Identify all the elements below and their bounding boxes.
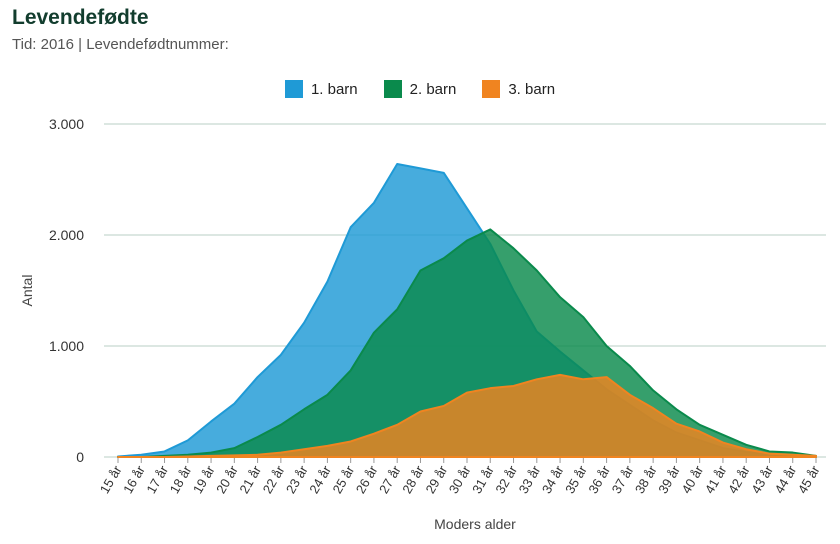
legend-label-series-1: 1. barn bbox=[310, 80, 358, 98]
x-tick-label: 41 år bbox=[702, 462, 730, 496]
legend-swatch-series-2 bbox=[383, 80, 402, 98]
legend-item-series-3[interactable]: 3. barn bbox=[482, 80, 555, 98]
x-tick-label: 17 år bbox=[143, 462, 171, 496]
legend-label-series-3: 3. barn bbox=[508, 80, 556, 98]
x-tick-label: 27 år bbox=[376, 462, 404, 496]
x-tick-label: 29 år bbox=[423, 462, 451, 496]
x-tick-label: 20 år bbox=[213, 462, 241, 496]
x-tick-label: 32 år bbox=[492, 462, 520, 496]
chart-title: Levendefødte bbox=[12, 6, 149, 29]
legend: 1. barn 2. barn 3. barn bbox=[0, 80, 840, 98]
x-tick-label: 33 år bbox=[516, 462, 544, 496]
x-tick-label: 15 år bbox=[97, 462, 125, 496]
x-tick-label: 21 år bbox=[236, 462, 264, 496]
x-tick-label: 31 år bbox=[469, 462, 497, 496]
x-tick-label: 39 år bbox=[655, 462, 683, 496]
x-tick-label: 23 år bbox=[283, 462, 311, 496]
x-tick-label: 25 år bbox=[329, 462, 357, 496]
x-tick-label: 44 år bbox=[772, 462, 800, 496]
y-tick-label: 2.000 bbox=[49, 227, 84, 243]
chart-subtitle: Tid: 2016 | Levendefødtnummer: bbox=[12, 36, 229, 53]
x-tick-label: 24 år bbox=[306, 462, 334, 496]
legend-swatch-series-3 bbox=[482, 80, 501, 98]
x-tick-label: 37 år bbox=[609, 462, 637, 496]
x-tick-label: 30 år bbox=[446, 462, 474, 496]
x-tick-label: 22 år bbox=[260, 462, 288, 496]
x-tick-label: 18 år bbox=[167, 462, 195, 496]
y-axis-title: Antal bbox=[19, 275, 35, 307]
x-tick-label: 36 år bbox=[585, 462, 613, 496]
legend-swatch-series-1 bbox=[284, 80, 303, 98]
legend-item-series-2[interactable]: 2. barn bbox=[383, 80, 457, 98]
y-tick-label: 0 bbox=[76, 449, 84, 465]
x-tick-label: 16 år bbox=[120, 462, 148, 496]
x-tick-label: 38 år bbox=[632, 462, 660, 496]
x-axis-title: Moders alder bbox=[434, 516, 516, 532]
x-tick-label: 40 år bbox=[678, 462, 706, 496]
y-tick-label: 3.000 bbox=[49, 116, 84, 132]
x-tick-label: 35 år bbox=[562, 462, 590, 496]
legend-label-series-2: 2. barn bbox=[409, 80, 457, 98]
legend-item-series-1[interactable]: 1. barn bbox=[284, 80, 358, 98]
x-tick-label: 45 år bbox=[795, 462, 823, 496]
x-tick-label: 34 år bbox=[539, 462, 567, 496]
x-tick-label: 42 år bbox=[725, 462, 753, 496]
x-tick-label: 19 år bbox=[190, 462, 218, 496]
x-tick-label: 28 år bbox=[399, 462, 427, 496]
x-tick-label: 43 år bbox=[748, 462, 776, 496]
y-tick-label: 1.000 bbox=[49, 338, 84, 354]
x-tick-label: 26 år bbox=[353, 462, 381, 496]
